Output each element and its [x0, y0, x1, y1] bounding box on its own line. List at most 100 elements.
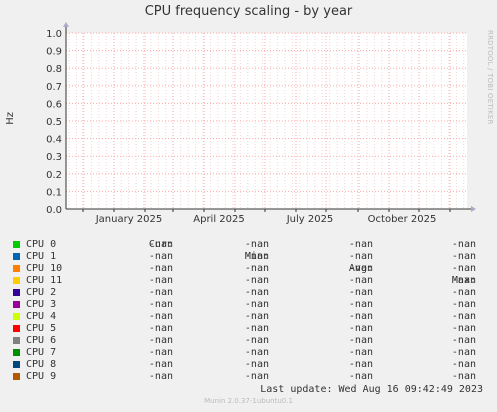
legend-min-value: -nan — [244, 239, 269, 250]
legend-max-value: -nan — [451, 239, 476, 250]
x-tick-label: April 2025 — [193, 214, 244, 225]
legend-cur-value: -nan — [148, 263, 173, 274]
legend-series-name: CPU 9 — [26, 371, 57, 382]
legend-avg-value: -nan — [348, 251, 373, 262]
legend-cur-value: -nan — [148, 335, 173, 346]
legend-series-name: CPU 10 — [26, 263, 63, 274]
legend-avg-value: -nan — [348, 359, 373, 370]
legend-min-value: -nan — [244, 263, 269, 274]
legend-series-name: CPU 5 — [26, 323, 57, 334]
legend-avg-value: -nan — [348, 335, 373, 346]
x-axis-arrow-icon — [471, 206, 476, 212]
munin-version: Munin 2.0.37-1ubuntu0.1 — [204, 397, 293, 405]
chart-title: CPU frequency scaling - by year — [144, 4, 353, 19]
legend-swatch — [13, 361, 20, 368]
y-tick-label: 0.2 — [46, 170, 62, 181]
y-tick-label: 0.5 — [46, 117, 62, 128]
legend-cur-value: -nan — [148, 287, 173, 298]
legend-header: Cur: Min: Avg: Max: — [0, 227, 497, 286]
y-axis-arrow-icon — [63, 22, 69, 27]
legend-min-value: -nan — [244, 335, 269, 346]
y-tick-label: 0.8 — [46, 64, 62, 75]
legend-swatch — [13, 325, 20, 332]
legend-swatch — [13, 277, 20, 284]
legend-cur-value: -nan — [148, 275, 173, 286]
legend-min-value: -nan — [244, 347, 269, 358]
legend-min-value: -nan — [244, 323, 269, 334]
legend-min-value: -nan — [244, 299, 269, 310]
legend-max-value: -nan — [451, 251, 476, 262]
legend-swatch — [13, 253, 20, 260]
legend-max-value: -nan — [451, 299, 476, 310]
y-tick-label: 0.9 — [46, 47, 62, 58]
legend-row: CPU 1 -nan -nan -nan -nan — [0, 251, 497, 263]
x-tick-label: October 2025 — [368, 214, 437, 225]
legend-min-value: -nan — [244, 311, 269, 322]
legend-series-name: CPU 4 — [26, 311, 57, 322]
y-tick-label: 0.0 — [46, 205, 62, 216]
legend-avg-value: -nan — [348, 275, 373, 286]
legend-series-name: CPU 8 — [26, 359, 57, 370]
legend-avg-value: -nan — [348, 347, 373, 358]
legend-row: CPU 0 -nan -nan -nan -nan — [0, 239, 497, 251]
y-tick-label: 0.6 — [46, 99, 62, 110]
x-tick-label: July 2025 — [286, 214, 334, 225]
legend-min-value: -nan — [244, 287, 269, 298]
legend-row: CPU 7 -nan -nan -nan -nan — [0, 347, 497, 359]
legend-cur-value: -nan — [148, 299, 173, 310]
y-tick-label: 0.7 — [46, 82, 62, 93]
legend-min-value: -nan — [244, 371, 269, 382]
y-tick-label: 0.1 — [46, 187, 62, 198]
legend-row: CPU 6 -nan -nan -nan -nan — [0, 335, 497, 347]
legend-swatch — [13, 349, 20, 356]
legend-cur-value: -nan — [148, 251, 173, 262]
y-tick-label: 0.4 — [46, 135, 62, 146]
legend-header-max: Max: — [451, 275, 476, 286]
legend-max-value: -nan — [451, 347, 476, 358]
legend-avg-value: -nan — [348, 239, 373, 250]
y-tick-label: 0.3 — [46, 152, 62, 163]
legend-min-value: -nan — [244, 251, 269, 262]
legend-max-value: -nan — [451, 323, 476, 334]
legend-min-value: -nan — [244, 275, 269, 286]
legend-series-name: CPU 7 — [26, 347, 57, 358]
legend-swatch — [13, 337, 20, 344]
legend-swatch — [13, 241, 20, 248]
legend-series-name: CPU 11 — [26, 275, 63, 286]
legend-max-value: -nan — [451, 263, 476, 274]
last-update: Last update: Wed Aug 16 09:42:49 2023 — [260, 384, 483, 395]
legend-max-value: -nan — [451, 311, 476, 322]
x-tick-label: January 2025 — [95, 214, 163, 225]
plot-area: 0.0 0.1 0.2 0.3 0.4 0.5 0.6 0.7 0.8 0.9 1.0 Januar… — [46, 22, 476, 225]
legend-header-cur: Cur: — [148, 239, 173, 250]
legend-avg-value: -nan — [348, 263, 373, 274]
legend-header-min: Min: — [244, 251, 269, 262]
legend-series-name: CPU 2 — [26, 287, 57, 298]
legend-max-value: -nan — [451, 371, 476, 382]
legend-series-name: CPU 1 — [26, 251, 57, 262]
legend-cur-value: -nan — [148, 347, 173, 358]
legend-row: CPU 10 -nan -nan -nan -nan — [0, 263, 497, 275]
legend-series-name: CPU 3 — [26, 299, 57, 310]
rrdtool-credit: RRDTOOL / TOBI OETIKER — [486, 30, 494, 125]
legend-row: CPU 9 -nan -nan -nan -nan — [0, 371, 497, 383]
legend-avg-value: -nan — [348, 299, 373, 310]
legend-cur-value: -nan — [148, 311, 173, 322]
legend-row: CPU 5 -nan -nan -nan -nan — [0, 323, 497, 335]
legend-row: CPU 8 -nan -nan -nan -nan — [0, 359, 497, 371]
legend-series-name: CPU 0 — [26, 239, 57, 250]
legend-swatch — [13, 289, 20, 296]
legend-row: CPU 4 -nan -nan -nan -nan — [0, 311, 497, 323]
legend-avg-value: -nan — [348, 311, 373, 322]
legend-avg-value: -nan — [348, 371, 373, 382]
legend-row: CPU 11 -nan -nan -nan -nan — [0, 275, 497, 287]
legend-max-value: -nan — [451, 275, 476, 286]
legend-avg-value: -nan — [348, 323, 373, 334]
legend-swatch — [13, 373, 20, 380]
legend-row: CPU 2 -nan -nan -nan -nan — [0, 287, 497, 299]
y-tick-label: 1.0 — [46, 29, 62, 40]
legend-min-value: -nan — [244, 359, 269, 370]
legend-max-value: -nan — [451, 335, 476, 346]
legend-swatch — [13, 313, 20, 320]
